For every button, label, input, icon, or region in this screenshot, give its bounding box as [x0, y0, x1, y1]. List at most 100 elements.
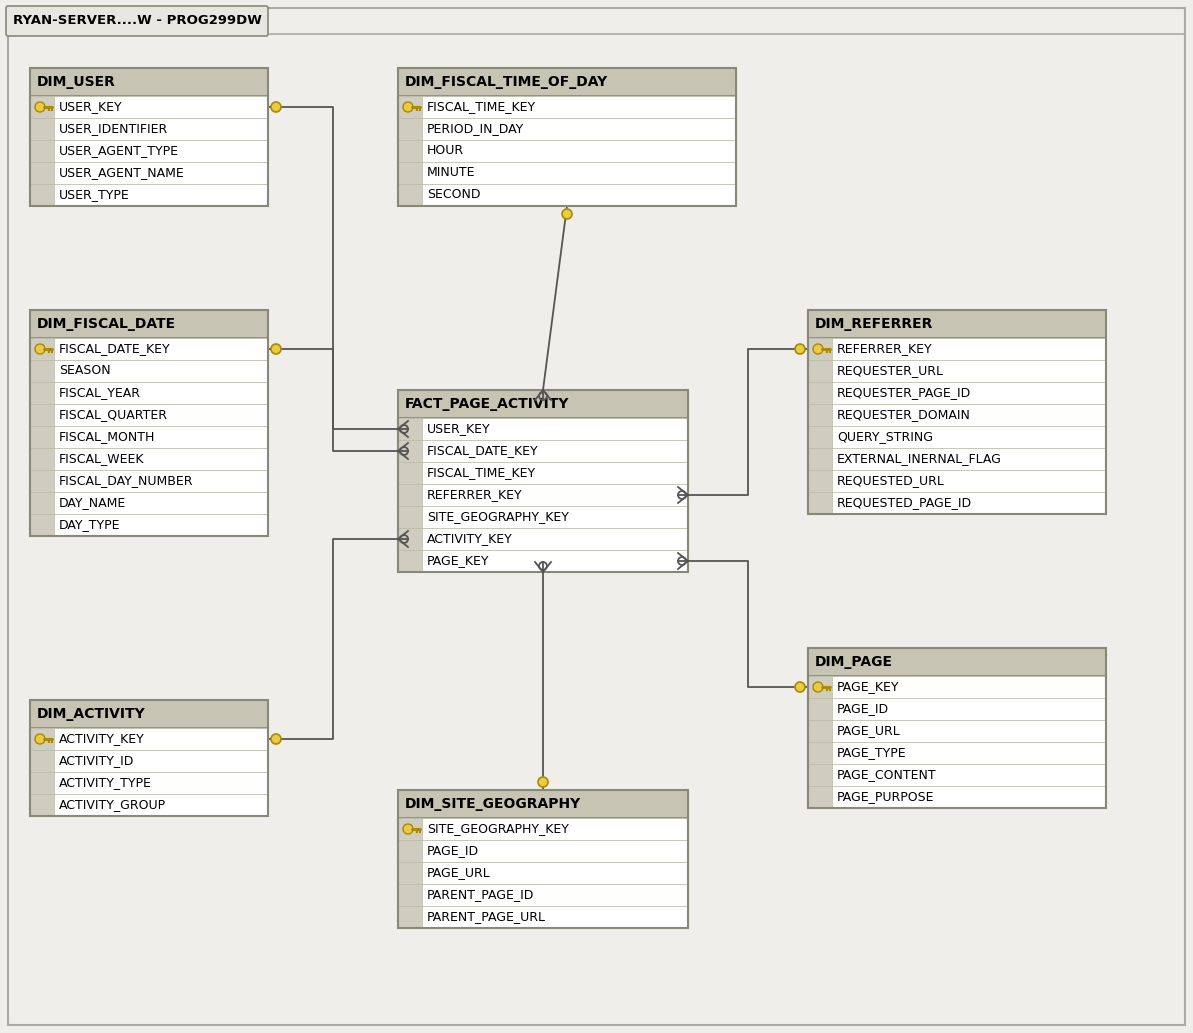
Circle shape — [403, 824, 413, 834]
Bar — [808, 310, 1106, 514]
Text: SECOND: SECOND — [427, 188, 481, 201]
Bar — [30, 310, 268, 536]
Bar — [808, 404, 1106, 426]
Bar — [30, 794, 268, 816]
Circle shape — [795, 344, 805, 354]
Bar — [398, 790, 688, 928]
Bar — [398, 506, 688, 528]
Bar — [30, 118, 268, 140]
Circle shape — [271, 734, 282, 744]
Circle shape — [35, 734, 45, 744]
Text: REQUESTER_URL: REQUESTER_URL — [837, 365, 944, 377]
Text: FISCAL_TIME_KEY: FISCAL_TIME_KEY — [427, 467, 536, 479]
Bar — [808, 426, 1106, 448]
Bar — [398, 906, 688, 928]
Bar — [30, 728, 54, 750]
Text: HOUR: HOUR — [427, 145, 464, 157]
Bar — [30, 96, 268, 118]
Text: PAGE_URL: PAGE_URL — [837, 724, 901, 738]
Text: USER_KEY: USER_KEY — [427, 422, 490, 436]
Text: DAY_NAME: DAY_NAME — [58, 497, 126, 509]
Text: FISCAL_WEEK: FISCAL_WEEK — [58, 452, 144, 466]
Bar — [398, 68, 736, 96]
Bar — [398, 462, 688, 484]
Text: DIM_ACTIVITY: DIM_ACTIVITY — [37, 707, 146, 721]
Text: DIM_REFERRER: DIM_REFERRER — [815, 317, 933, 331]
Text: REQUESTED_PAGE_ID: REQUESTED_PAGE_ID — [837, 497, 972, 509]
Circle shape — [35, 102, 45, 112]
Bar — [398, 884, 688, 906]
Bar — [808, 426, 832, 448]
Circle shape — [812, 344, 823, 354]
Text: QUERY_STRING: QUERY_STRING — [837, 431, 933, 443]
Bar — [808, 742, 1106, 764]
Bar — [30, 772, 268, 794]
Text: SITE_GEOGRAPHY_KEY: SITE_GEOGRAPHY_KEY — [427, 510, 569, 524]
Text: PARENT_PAGE_ID: PARENT_PAGE_ID — [427, 888, 534, 902]
Bar — [30, 140, 268, 162]
Bar — [808, 492, 1106, 514]
Bar — [808, 359, 1106, 382]
Bar — [398, 906, 422, 928]
Bar — [808, 786, 1106, 808]
Bar — [30, 728, 268, 750]
Bar — [398, 118, 422, 140]
Bar — [398, 884, 422, 906]
Bar — [398, 440, 688, 462]
Bar — [808, 448, 1106, 470]
Text: PAGE_PURPOSE: PAGE_PURPOSE — [837, 790, 934, 804]
Bar — [30, 426, 54, 448]
Bar — [808, 676, 832, 698]
Bar — [808, 698, 1106, 720]
Bar — [398, 184, 422, 206]
Text: REFERRER_KEY: REFERRER_KEY — [427, 489, 523, 501]
Text: USER_TYPE: USER_TYPE — [58, 188, 130, 201]
Text: FISCAL_DATE_KEY: FISCAL_DATE_KEY — [58, 343, 171, 355]
Bar — [30, 162, 268, 184]
Bar — [398, 484, 688, 506]
Text: PERIOD_IN_DAY: PERIOD_IN_DAY — [427, 123, 524, 135]
Text: USER_AGENT_NAME: USER_AGENT_NAME — [58, 166, 185, 180]
Bar — [398, 840, 688, 862]
Text: FISCAL_DATE_KEY: FISCAL_DATE_KEY — [427, 444, 538, 458]
Bar — [808, 470, 1106, 492]
Bar — [30, 514, 54, 536]
Bar — [398, 550, 422, 572]
Bar — [398, 418, 422, 440]
Text: FISCAL_QUARTER: FISCAL_QUARTER — [58, 408, 168, 421]
Text: ACTIVITY_KEY: ACTIVITY_KEY — [427, 532, 513, 545]
Bar — [808, 648, 1106, 808]
Text: PAGE_KEY: PAGE_KEY — [427, 555, 489, 567]
Bar — [398, 506, 422, 528]
Text: FISCAL_TIME_KEY: FISCAL_TIME_KEY — [427, 100, 536, 114]
Text: RYAN-SERVER....W - PROG299DW: RYAN-SERVER....W - PROG299DW — [13, 14, 261, 28]
Bar — [30, 184, 54, 206]
Text: USER_AGENT_TYPE: USER_AGENT_TYPE — [58, 145, 179, 157]
Bar — [30, 470, 54, 492]
Bar — [30, 338, 268, 359]
Text: PAGE_TYPE: PAGE_TYPE — [837, 747, 907, 759]
Circle shape — [812, 682, 823, 692]
Text: REQUESTED_URL: REQUESTED_URL — [837, 474, 945, 488]
Bar — [30, 184, 268, 206]
Text: DIM_FISCAL_TIME_OF_DAY: DIM_FISCAL_TIME_OF_DAY — [404, 75, 608, 89]
Text: REQUESTER_PAGE_ID: REQUESTER_PAGE_ID — [837, 386, 971, 400]
Bar — [30, 750, 54, 772]
Circle shape — [271, 344, 282, 354]
Bar — [398, 528, 688, 550]
Bar — [30, 448, 268, 470]
Bar — [30, 514, 268, 536]
Circle shape — [562, 209, 571, 219]
Bar — [398, 162, 736, 184]
Bar — [398, 390, 688, 418]
Text: SITE_GEOGRAPHY_KEY: SITE_GEOGRAPHY_KEY — [427, 822, 569, 836]
Bar — [398, 140, 736, 162]
Bar — [808, 742, 832, 764]
Text: PAGE_URL: PAGE_URL — [427, 867, 490, 879]
Text: ACTIVITY_KEY: ACTIVITY_KEY — [58, 732, 144, 746]
Text: PAGE_ID: PAGE_ID — [427, 845, 480, 857]
Text: PAGE_ID: PAGE_ID — [837, 702, 889, 716]
Bar — [808, 764, 1106, 786]
Bar — [398, 550, 688, 572]
Bar — [30, 118, 54, 140]
